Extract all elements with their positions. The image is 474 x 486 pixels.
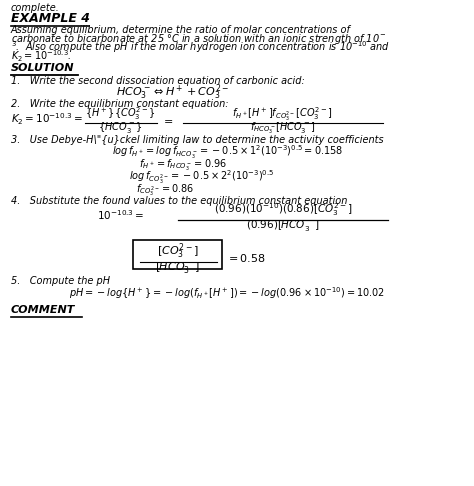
Text: $\mathit{K_2 = 10^{-10.3} =}$: $\mathit{K_2 = 10^{-10.3} =}$	[11, 111, 83, 127]
Text: $K_2 = 10^{-10.3}$.: $K_2 = 10^{-10.3}$.	[11, 48, 72, 64]
Text: 2.   Write the equilibrium constant equation:: 2. Write the equilibrium constant equati…	[11, 100, 228, 109]
Text: $\mathit{[HCO_3^-]}$: $\mathit{[HCO_3^-]}$	[155, 260, 201, 276]
Text: $\mathit{pH = -log\{H^+\} = -log(f_{H^+}[H^+]) = -log(0.96 \times 10^{-10}) = 10: $\mathit{pH = -log\{H^+\} = -log(f_{H^+}…	[69, 285, 385, 301]
Text: $\mathit{(0.96)[HCO_3^-]}$: $\mathit{(0.96)[HCO_3^-]}$	[246, 218, 319, 233]
FancyBboxPatch shape	[134, 240, 222, 269]
Text: $=$: $=$	[161, 115, 173, 125]
Text: 4.   Substitute the found values to the equilibrium constant equation: 4. Substitute the found values to the eq…	[11, 196, 347, 206]
Text: $\mathit{10^{-10.3} =}$: $\mathit{10^{-10.3} =}$	[97, 208, 144, 222]
Text: $\mathit{f_{CO_3^{2-}} = 0.86}$: $\mathit{f_{CO_3^{2-}} = 0.86}$	[137, 182, 194, 198]
Text: $\mathit{(0.96)(10^{-10})(0.86)[CO_3^{2-}]}$: $\mathit{(0.96)(10^{-10})(0.86)[CO_3^{2-…	[213, 201, 352, 218]
Text: COMMENT: COMMENT	[11, 305, 75, 315]
Text: $\mathit{f_{H^+} = f_{HCO_3^-} = 0.96}$: $\mathit{f_{H^+} = f_{HCO_3^-} = 0.96}$	[138, 156, 227, 173]
Text: $\mathit{\{HCO_3^-\}}$: $\mathit{\{HCO_3^-\}}$	[99, 120, 143, 135]
Text: complete.: complete.	[11, 3, 60, 13]
Text: $\mathit{f_{HCO_3^-}[HCO_3^-]}$: $\mathit{f_{HCO_3^-}[HCO_3^-]}$	[250, 120, 316, 136]
Text: $\mathit{\{H^+\}\{CO_3^{2-}\}}$: $\mathit{\{H^+\}\{CO_3^{2-}\}}$	[85, 105, 156, 122]
Text: $\mathit{log\, f_{H^+} = log\, f_{HCO_3^-} = -0.5 \times 1^2(10^{-3})^{0.5} = 0.: $\mathit{log\, f_{H^+} = log\, f_{HCO_3^…	[112, 143, 343, 161]
Text: $\mathit{[CO_3^{2-}]}$: $\mathit{[CO_3^{2-}]}$	[157, 242, 199, 261]
Text: 3.   Use Debye-H\"{u}ckel limiting law to determine the activity coefficients: 3. Use Debye-H\"{u}ckel limiting law to …	[11, 135, 383, 145]
Text: 5.   Compute the pH: 5. Compute the pH	[11, 276, 110, 286]
Text: 1.   Write the second dissociation equation of carbonic acid:: 1. Write the second dissociation equatio…	[11, 76, 305, 86]
Text: $^3$.  Also compute the pH if the molar hydrogen ion concentration is 10$^{-10}$: $^3$. Also compute the pH if the molar h…	[11, 39, 390, 55]
Text: $\mathit{log\, f_{CO_3^{2-}} = -0.5 \times 2^2(10^{-3})^{0.5}}$: $\mathit{log\, f_{CO_3^{2-}} = -0.5 \tim…	[129, 169, 274, 187]
Text: EXAMPLE 4: EXAMPLE 4	[11, 12, 90, 25]
Text: Assuming equilibrium, determine the ratio of molar concentrations of: Assuming equilibrium, determine the rati…	[11, 25, 351, 35]
Text: SOLUTION: SOLUTION	[11, 63, 74, 73]
Text: $\mathit{f_{H^+}[H^+]f_{CO_3^{2-}}[CO_3^{2-}]}$: $\mathit{f_{H^+}[H^+]f_{CO_3^{2-}}[CO_3^…	[232, 105, 333, 123]
Text: $= 0.58$: $= 0.58$	[226, 252, 265, 264]
Text: carbonate to bicarbonate at 25 $\degree$C in a solution with an ionic strength o: carbonate to bicarbonate at 25 $\degree$…	[11, 32, 387, 46]
Text: $\mathit{HCO_3^- \Leftrightarrow H^+ + CO_3^{2-}}$: $\mathit{HCO_3^- \Leftrightarrow H^+ + C…	[117, 83, 230, 102]
